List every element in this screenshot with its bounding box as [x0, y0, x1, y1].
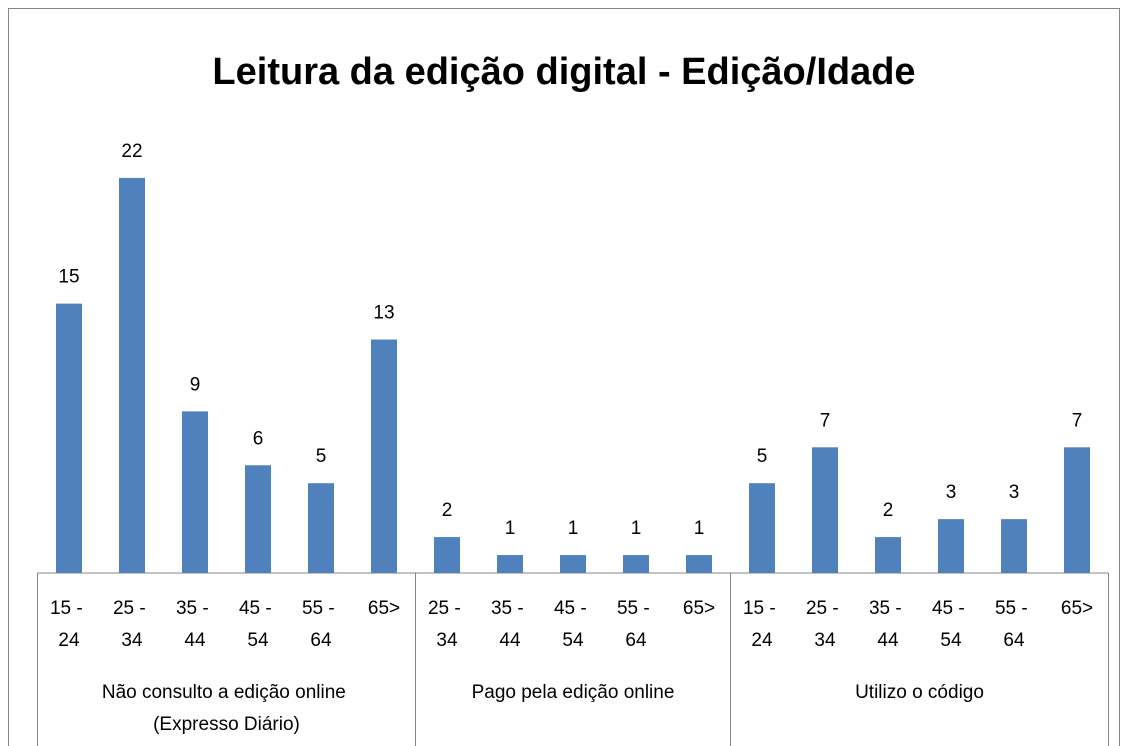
x-tick-label: 65> [368, 598, 400, 619]
data-label: 7 [820, 410, 831, 431]
chart-title: Leitura da edição digital - Edição/Idade [212, 51, 915, 93]
x-tick-label: 35 - 44 [869, 598, 907, 651]
x-tick-label: 65> [683, 598, 715, 619]
data-label: 5 [316, 446, 327, 467]
x-tick-label: 45 - 54 [554, 598, 592, 651]
bar [686, 555, 712, 573]
data-label: 9 [190, 374, 201, 395]
bar [749, 483, 775, 573]
data-label: 3 [1009, 482, 1020, 503]
bar [1001, 519, 1027, 573]
bar [308, 483, 334, 573]
bar [812, 447, 838, 573]
x-tick-label: 45 - 54 [239, 598, 277, 651]
x-tick-label: 25 - 34 [806, 598, 844, 651]
data-label: 22 [121, 141, 142, 162]
x-tick-label: 25 - 34 [428, 598, 466, 651]
chart-border [8, 8, 1120, 746]
x-tick-label: 65> [1061, 598, 1093, 619]
group-label: Pago pela edição online [472, 682, 675, 703]
bar [875, 537, 901, 573]
data-label: 3 [946, 482, 957, 503]
data-label: 2 [883, 500, 894, 521]
data-label: 1 [568, 518, 579, 539]
data-label: 6 [253, 428, 264, 449]
data-label: 1 [694, 518, 705, 539]
bar [182, 411, 208, 573]
data-label: 1 [631, 518, 642, 539]
group-label: Não consulto a edição online (Expresso D… [102, 682, 351, 735]
data-label: 15 [58, 267, 79, 288]
data-label: 1 [505, 518, 516, 539]
bar [560, 555, 586, 573]
x-tick-label: 35 - 44 [176, 598, 214, 651]
data-label: 13 [373, 303, 394, 324]
x-tick-label: 55 - 64 [302, 598, 340, 651]
data-label: 2 [442, 500, 453, 521]
x-tick-label: 15 - 24 [743, 598, 781, 651]
x-tick-label: 55 - 64 [995, 598, 1033, 651]
x-tick-label: 15 - 24 [50, 598, 88, 651]
x-tick-label: 35 - 44 [491, 598, 529, 651]
bar [938, 519, 964, 573]
bar [119, 177, 145, 573]
bar [245, 465, 271, 573]
bar [623, 555, 649, 573]
x-tick-label: 25 - 34 [113, 598, 151, 651]
data-label: 7 [1072, 410, 1083, 431]
bar [1064, 447, 1090, 573]
x-tick-label: 45 - 54 [932, 598, 970, 651]
bar [371, 339, 397, 573]
x-tick-label: 55 - 64 [617, 598, 655, 651]
bar [434, 537, 460, 573]
bar [56, 303, 82, 573]
bar [497, 555, 523, 573]
group-label: Utilizo o código [855, 682, 984, 703]
data-label: 5 [757, 446, 768, 467]
